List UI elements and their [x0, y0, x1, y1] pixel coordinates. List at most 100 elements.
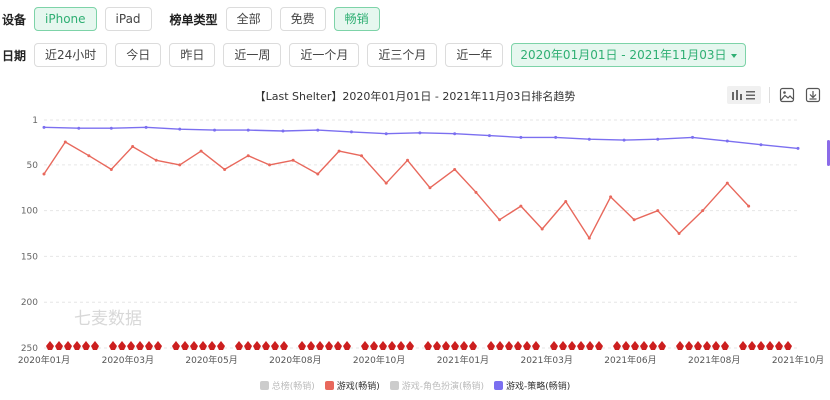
x-axis: 2020年01月 2020年03月 2020年05月 2020年08月 2020年10月…	[18, 354, 824, 366]
x-tick-label: 2020年05月	[185, 354, 237, 366]
event-marker	[244, 341, 252, 350]
date-button-3months[interactable]: 近三个月	[367, 43, 438, 67]
series-point	[42, 125, 46, 129]
event-marker	[766, 341, 774, 350]
date-button-yesterday[interactable]: 昨日	[169, 43, 216, 67]
event-marker	[739, 341, 747, 350]
y-tick-label: 200	[21, 298, 38, 308]
bar-list-icon[interactable]	[727, 86, 761, 104]
series-point	[268, 163, 272, 167]
event-marker	[172, 341, 180, 350]
event-marker	[262, 341, 270, 350]
event-marker	[190, 341, 198, 350]
series-point	[656, 137, 660, 141]
event-marker	[685, 341, 693, 350]
legend-label: 游戏(畅销)	[336, 382, 380, 392]
download-icon[interactable]	[804, 86, 822, 104]
date-button-week[interactable]: 近一周	[223, 43, 282, 67]
side-tab[interactable]	[827, 140, 830, 166]
date-button-month[interactable]: 近一个月	[289, 43, 360, 67]
event-marker	[775, 341, 783, 350]
event-marker	[334, 341, 342, 350]
series-point	[428, 186, 432, 190]
event-marker	[460, 341, 468, 350]
series-point	[360, 154, 364, 158]
event-marker	[514, 341, 522, 350]
event-marker	[694, 341, 702, 350]
legend-item-rpg[interactable]: 游戏-角色扮演(畅销)	[389, 379, 484, 392]
event-marker	[487, 341, 495, 350]
event-marker	[316, 341, 324, 350]
y-tick-label: 250	[21, 344, 38, 354]
x-tick-label: 2020年01月	[18, 354, 70, 366]
event-marker	[433, 341, 441, 350]
series-line-3	[43, 126, 799, 150]
event-marker	[343, 341, 351, 350]
event-marker	[208, 341, 216, 350]
series-point	[178, 163, 182, 167]
series-point	[474, 190, 478, 194]
series-point	[144, 125, 148, 129]
date-label: 日期	[2, 48, 27, 63]
date-range-picker[interactable]: 2020年01月01日 - 2021年11月03日	[511, 43, 746, 67]
event-marker	[370, 341, 378, 350]
list-type-all-button[interactable]: 全部	[225, 7, 272, 31]
device-label: 设备	[2, 12, 27, 27]
event-marker	[379, 341, 387, 350]
series-point	[519, 135, 523, 139]
series-point	[109, 167, 113, 171]
event-marker	[676, 341, 684, 350]
series-point	[498, 218, 502, 222]
series-point	[587, 236, 591, 240]
series-point	[796, 146, 800, 150]
event-marker	[622, 341, 630, 350]
event-marker	[55, 341, 63, 350]
series-point	[759, 143, 763, 147]
event-marker	[784, 341, 792, 350]
series-point	[316, 172, 320, 176]
event-marker	[469, 341, 477, 350]
event-marker	[127, 341, 135, 350]
list-type-grossing-button[interactable]: 畅销	[333, 7, 380, 31]
series-line-1	[43, 141, 750, 239]
event-marker	[442, 341, 450, 350]
marker-row	[46, 341, 792, 350]
series-point	[656, 209, 660, 213]
event-marker	[406, 341, 414, 350]
y-tick-label: 150	[21, 252, 38, 262]
date-button-year[interactable]: 近一年	[445, 43, 504, 67]
image-icon[interactable]	[778, 86, 796, 104]
legend-item-strategy[interactable]: 游戏-策略(畅销)	[494, 379, 570, 392]
event-marker	[658, 341, 666, 350]
series-point	[725, 139, 729, 143]
series-point	[691, 135, 695, 139]
series-point	[63, 140, 67, 144]
legend-item-overall[interactable]: 总榜(畅销)	[259, 379, 315, 392]
date-button-today[interactable]: 今日	[115, 43, 162, 67]
device-button-iphone[interactable]: iPhone	[34, 7, 97, 31]
y-tick-label: 50	[27, 161, 39, 171]
event-marker	[559, 341, 567, 350]
series-point	[632, 218, 636, 222]
legend-item-games[interactable]: 游戏(畅销)	[324, 379, 380, 392]
filter-row-date: 日期 近24小时 今日 昨日 近一周 近一个月 近三个月 近一年 2020年01…	[0, 42, 754, 68]
event-marker	[505, 341, 513, 350]
event-marker	[631, 341, 639, 350]
event-marker	[217, 341, 225, 350]
event-marker	[496, 341, 504, 350]
series-point	[519, 204, 523, 208]
legend-label: 游戏-策略(畅销)	[506, 382, 571, 392]
x-tick-label: 2021年01月	[437, 354, 489, 366]
event-marker	[703, 341, 711, 350]
list-type-free-button[interactable]: 免费	[279, 7, 326, 31]
event-marker	[613, 341, 621, 350]
event-marker	[523, 341, 531, 350]
series-point	[349, 130, 353, 134]
date-button-24h[interactable]: 近24小时	[34, 43, 108, 67]
series-point	[87, 154, 91, 158]
device-button-ipad[interactable]: iPad	[104, 7, 152, 31]
event-marker	[118, 341, 126, 350]
event-marker	[577, 341, 585, 350]
chart-grid	[44, 119, 798, 349]
series-point	[131, 145, 135, 149]
